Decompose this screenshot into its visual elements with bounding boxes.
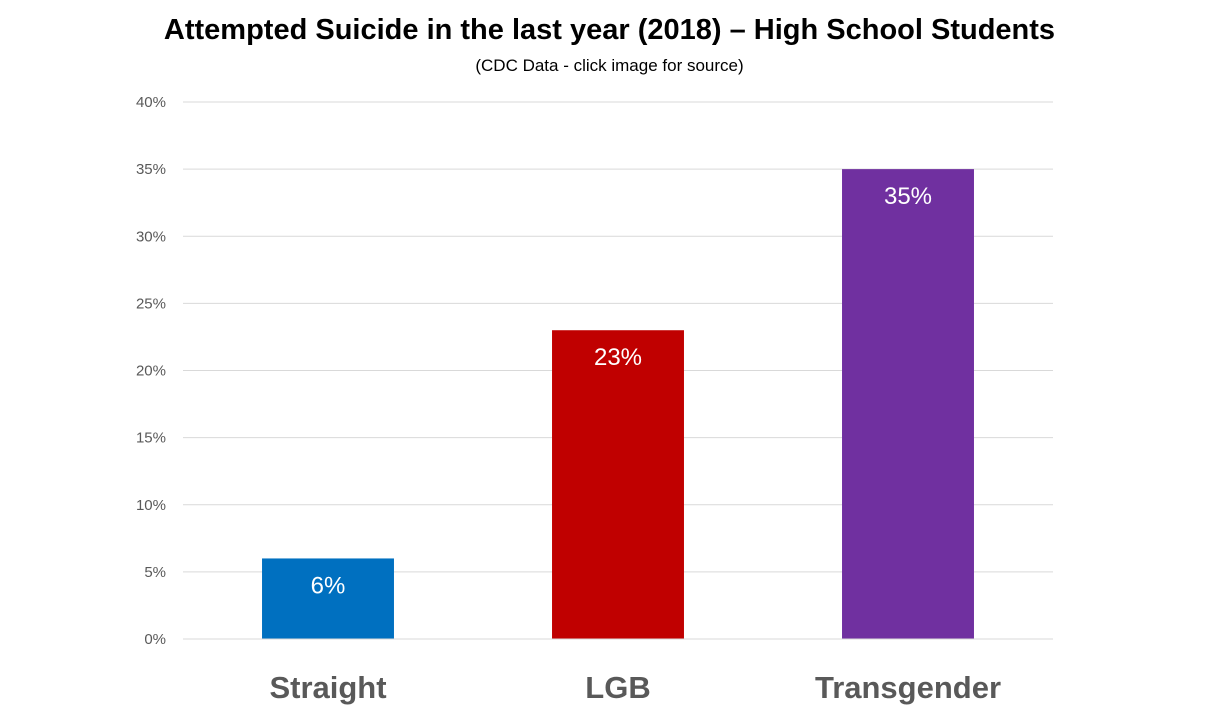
- y-tick-label: 5%: [144, 564, 166, 581]
- y-tick-label: 10%: [136, 497, 166, 514]
- data-label-straight: 6%: [311, 572, 346, 599]
- chart-title: Attempted Suicide in the last year (2018…: [163, 14, 1056, 46]
- data-label-transgender: 35%: [884, 183, 932, 210]
- y-tick-label: 15%: [136, 430, 166, 447]
- category-label-straight: Straight: [269, 670, 386, 705]
- category-label-lgb: LGB: [585, 670, 650, 705]
- y-tick-label: 25%: [136, 295, 166, 312]
- y-tick-label: 20%: [136, 363, 166, 380]
- y-tick-label: 35%: [136, 161, 166, 178]
- bar-straight: [262, 558, 394, 639]
- y-tick-labels: 0% 5% 10% 15% 20% 25% 30% 35% 40%: [136, 94, 166, 648]
- bars: [262, 169, 974, 639]
- chart-subtitle[interactable]: (CDC Data - click image for source): [475, 56, 744, 75]
- y-tick-label: 30%: [136, 228, 166, 245]
- bar-lgb: [552, 330, 684, 639]
- data-labels: 6% 23% 35%: [311, 183, 932, 599]
- data-label-lgb: 23%: [594, 344, 642, 371]
- bar-transgender: [842, 169, 974, 639]
- category-label-transgender: Transgender: [815, 670, 1001, 705]
- category-labels: Straight LGB Transgender: [269, 670, 1001, 705]
- y-tick-label: 40%: [136, 94, 166, 111]
- y-tick-label: 0%: [144, 631, 166, 648]
